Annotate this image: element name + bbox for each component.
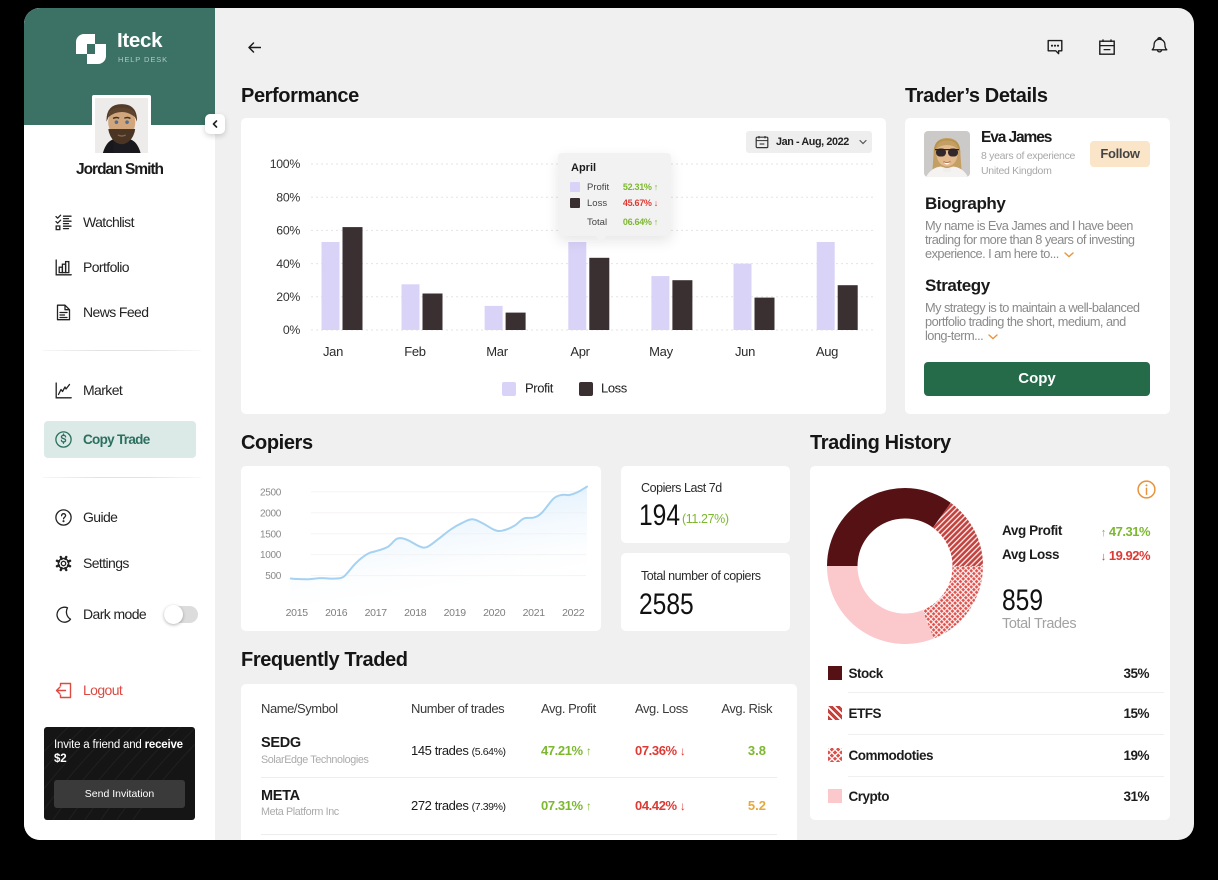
svg-text:2015: 2015 xyxy=(286,607,309,619)
svg-text:May: May xyxy=(649,344,673,359)
svg-text:1000: 1000 xyxy=(260,550,282,561)
svg-text:Loss: Loss xyxy=(601,381,628,396)
svg-text:Aug: Aug xyxy=(816,344,838,359)
svg-text:2016: 2016 xyxy=(325,607,348,619)
svg-text:Apr: Apr xyxy=(570,344,590,359)
svg-text:1500: 1500 xyxy=(260,529,282,540)
svg-text:500: 500 xyxy=(265,571,282,582)
svg-text:Mar: Mar xyxy=(486,344,508,359)
svg-text:0%: 0% xyxy=(283,323,301,337)
svg-text:2000: 2000 xyxy=(260,508,282,519)
svg-text:2021: 2021 xyxy=(523,607,546,619)
svg-text:2019: 2019 xyxy=(444,607,467,619)
svg-text:2018: 2018 xyxy=(404,607,427,619)
svg-text:60%: 60% xyxy=(276,224,300,238)
svg-text:2022: 2022 xyxy=(562,607,585,619)
svg-text:2017: 2017 xyxy=(365,607,388,619)
svg-text:Jun: Jun xyxy=(735,344,755,359)
svg-text:2500: 2500 xyxy=(260,487,282,498)
svg-text:Jan: Jan xyxy=(323,344,343,359)
svg-text:Feb: Feb xyxy=(404,344,426,359)
svg-text:40%: 40% xyxy=(276,257,300,271)
svg-text:80%: 80% xyxy=(276,190,300,204)
svg-text:100%: 100% xyxy=(270,157,301,171)
svg-text:20%: 20% xyxy=(276,290,300,304)
svg-text:2020: 2020 xyxy=(483,607,506,619)
svg-text:Profit: Profit xyxy=(525,381,554,396)
